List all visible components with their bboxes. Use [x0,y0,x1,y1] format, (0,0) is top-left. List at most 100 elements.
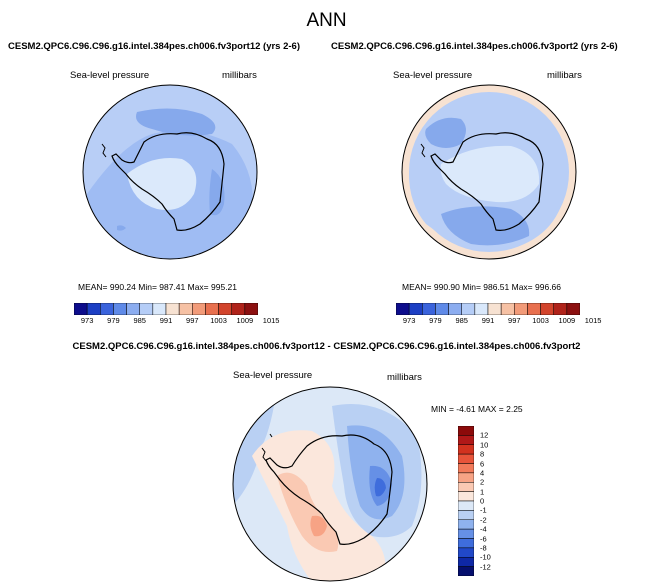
panel3-colorbar-tick-label: -10 [480,552,491,562]
panel3-polar-map [232,386,428,582]
panel2-colorbar-tick-label: 997 [508,316,521,325]
panel3-colorbar-tick-label: 2 [480,477,485,487]
panel2-colorbar-swatch [408,302,423,316]
panel1-colorbar-swatch [178,302,193,316]
panel1-colorbar-tick-label: 973 [80,316,94,325]
panel2-colorbar-swatch [461,302,476,316]
panel1-high-region [127,158,197,210]
panel2-map-border [401,84,577,260]
panel2-title: CESM2.QPC6.C96.C96.g16.intel.384pes.ch00… [331,41,618,52]
figure-title: ANN [306,10,347,31]
panel1-map-border [82,84,258,260]
panel3-pos-peak [310,515,327,537]
panel3-colorbar-tick-label: 6 [480,459,485,468]
panel2-colorbar-tick-label: 985 [455,316,468,325]
panel1-low-region [136,108,216,136]
panel1-colorbar-swatch [126,302,140,316]
panel1-colorbar-tick-label: 1009 [236,316,254,325]
panel2-low-region-south [441,206,530,246]
panel1-colorbar-swatch [152,302,167,316]
panel3-colorbar-tick-label: 10 [480,440,489,450]
panel1-colorbar-swatch [73,302,88,316]
panel2-colorbar-swatch [435,302,449,316]
panel1-field-label: Sea-level pressure [70,70,150,81]
panel2-colorbar-tick-label: 1015 [584,316,602,325]
panel1-coastline-islands [101,143,107,158]
panel2-colorbar-tick-label: 1009 [558,316,576,325]
panel3-units: millibars [387,372,422,383]
panel3-colorbar-tick-label: 12 [480,430,489,440]
panel3-title: CESM2.QPC6.C96.C96.g16.intel.384pes.ch00… [72,341,581,352]
panel2-colorbar-ticks: 973 979 985 991 997 1003 1009 1015 [396,316,602,328]
panel2-colorbar-tick-label: 979 [429,316,442,325]
panel2-colorbar-swatch [540,302,554,316]
panel1-low-region-east [209,169,225,216]
panel3-colorbar-tick-label: 4 [480,468,485,478]
panel2-colorbar-swatch [422,302,436,316]
panel1-colorbar-swatch [100,302,114,316]
panel1-colorbar-tick-label: 979 [107,316,120,325]
panel2-units: millibars [547,70,582,81]
panel2-colorbar-swatch [553,302,568,316]
panel1-stats: MEAN= 990.24 Min= 987.41 Max= 995.21 [78,282,238,292]
panel3-colorbar-tick-label: -8 [480,543,487,553]
panel2-colorbar [395,302,581,316]
panel1-polar-map [82,84,258,260]
panel1-small-low [117,225,126,231]
panel1-colorbar-swatch [231,302,246,316]
panel1-colorbar-swatch [113,302,127,316]
panel2-low-region [425,117,466,148]
panel2-colorbar-tick-label: 991 [481,316,495,325]
panel2-colorbar-swatch [448,302,462,316]
panel2-stats: MEAN= 990.90 Min= 986.51 Max= 996.66 [402,282,562,292]
panel3-coastline [265,434,393,545]
panel3-colorbar-tick-label: -12 [480,562,491,572]
panel3-colorbar-svg [457,425,475,577]
panel2-colorbar-swatch [500,302,515,316]
panel1-coastline [111,132,225,231]
panel2-colorbar-swatch [474,302,489,316]
panel2-colorbar-tick-label: 973 [402,316,416,325]
panel1-colorbar-tick-label: 1015 [262,316,280,325]
panel1-colorbar-svg [73,302,259,316]
panel1-colorbar-swatch [205,302,219,316]
panel2-coastline-islands [420,143,426,158]
panel2-colorbar-swatch [487,302,502,316]
panel3-field-label: Sea-level pressure [233,370,313,381]
panel2-colorbar-swatch [514,302,528,316]
panel3-stats: MIN = -4.61 MAX = 2.25 [431,404,523,414]
panel3-colorbar-tick-label: -4 [480,524,487,534]
panel1-colorbar-swatch [86,302,101,316]
panel1-colorbar-swatch [192,302,206,316]
panel3-colorbar-tick-label: 1 [480,487,485,497]
panel2-colorbar-tick-label: 1003 [532,316,549,325]
panel2-colorbar-swatch [566,302,581,316]
panel2-coastline [430,132,544,231]
panel3-colorbar: 12 10 8 6 4 2 1 0 -1 -2 -4 -6 -8 -10 -12 [457,425,508,577]
panel3-colorbar-tick-label: -6 [480,534,487,543]
panel3-colorbar-ticks: 12 10 8 6 4 2 1 0 -1 -2 -4 -6 -8 -10 -12 [458,426,508,576]
panel1-colorbar [73,302,259,316]
panel1-colorbar-swatch [139,302,154,316]
panel1-colorbar-tick-label: 997 [186,316,199,325]
panel2-colorbar-swatch [527,302,541,316]
panel1-colorbar-tick-label: 985 [133,316,146,325]
panel1-title: CESM2.QPC6.C96.C96.g16.intel.384pes.ch00… [8,41,300,52]
panel2-colorbar-svg [395,302,581,316]
panel2-colorbar-swatch [395,302,410,316]
panel1-colorbar-ticks: 973 979 985 991 997 1003 1009 1015 [74,316,280,328]
panel1-colorbar-swatch [244,302,259,316]
panel1-colorbar-tick-label: 1003 [210,316,227,325]
panel1-colorbar-tick-label: 991 [159,316,173,325]
panel3-colorbar-tick-label: 8 [480,449,485,459]
panel3-colorbar-tick-label: -1 [480,505,487,515]
panel3-map-border [232,386,428,582]
panel2-polar-map [401,84,577,260]
panel3-coastline-islands [261,433,273,462]
panel2-high-region [440,145,540,203]
panel3-colorbar-tick-label: 0 [480,496,485,506]
panel2-field-label: Sea-level pressure [393,70,473,81]
panel3-colorbar-tick-label: -2 [480,515,487,525]
panel1-colorbar-swatch [218,302,232,316]
panel1-colorbar-swatch [165,302,180,316]
